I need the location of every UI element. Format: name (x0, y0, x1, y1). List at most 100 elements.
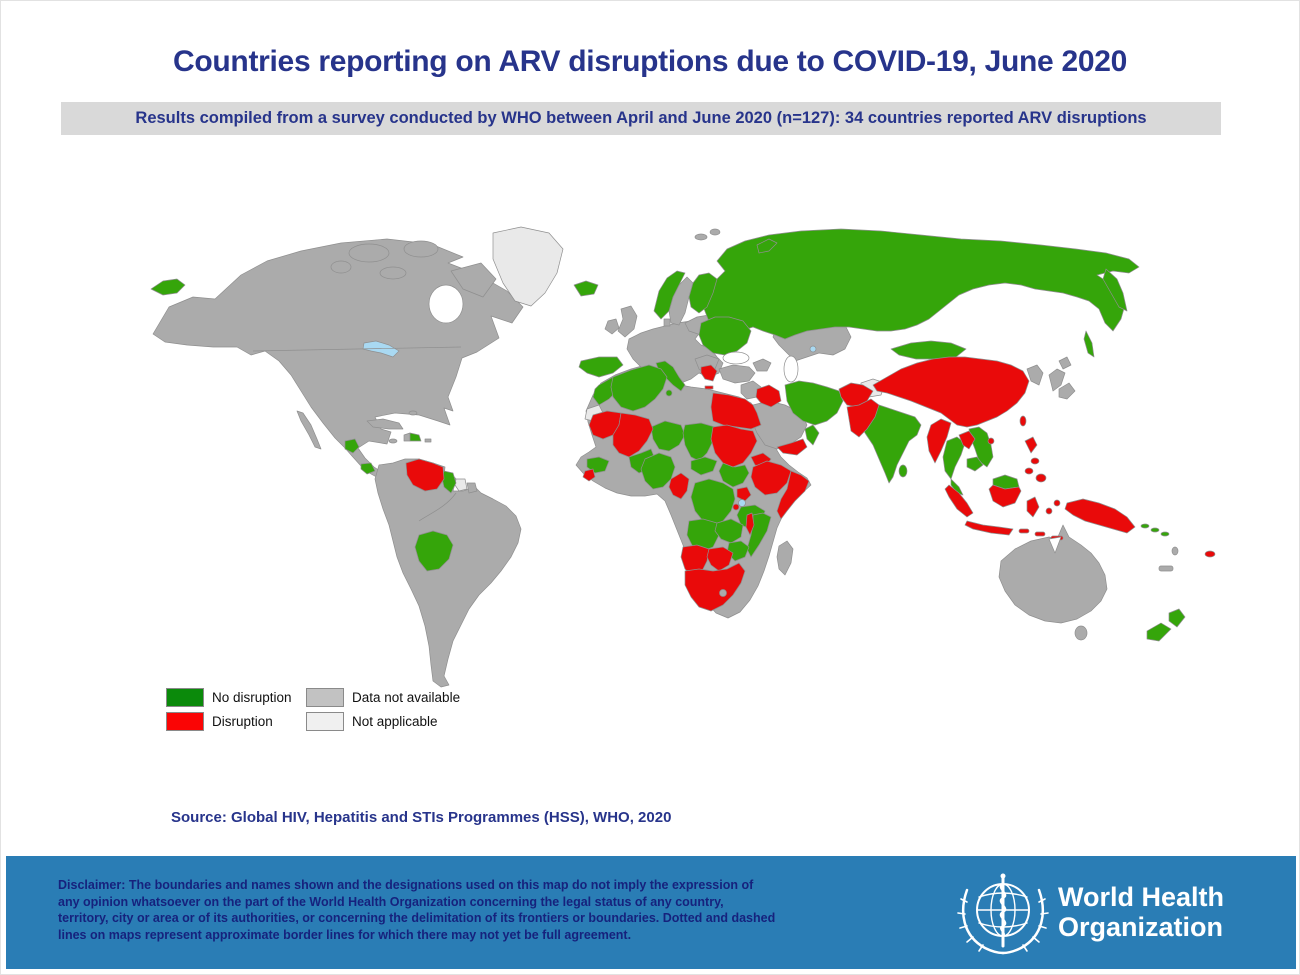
region-arctic-island-1 (348, 243, 390, 263)
region-hainan (987, 437, 995, 445)
disclaimer-line-3: territory, city or area or of its author… (58, 911, 776, 925)
lake-aral (809, 345, 817, 353)
disclaimer-line-4: lines on maps represent approximate bord… (58, 927, 632, 942)
legend-item-not-applicable: Not applicable (306, 712, 438, 731)
region-solomon-2 (1150, 527, 1160, 533)
disclaimer-line-2: any opinion whatsoever on the part of th… (58, 894, 724, 909)
region-puerto-rico (424, 438, 432, 443)
lake-great-lakes (362, 340, 400, 358)
region-kamchatka (1102, 268, 1128, 312)
disclaimer-text: Disclaimer: The boundaries and names sho… (58, 877, 775, 943)
region-uk (617, 305, 638, 338)
region-crete (704, 385, 714, 390)
region-arctic-island-4 (379, 266, 407, 280)
region-myanmar (926, 418, 952, 464)
legend-label-disruption: Disruption (212, 714, 273, 729)
region-sumatra (944, 484, 974, 518)
region-new-zealand-north (1168, 608, 1186, 628)
region-vietnam (968, 426, 994, 468)
region-south-africa (684, 562, 746, 612)
border-us-canada (252, 346, 462, 352)
region-madagascar (776, 540, 794, 576)
region-java (964, 520, 1014, 536)
region-zambia (714, 518, 744, 544)
region-rwanda-burundi (732, 503, 740, 511)
region-denmark (663, 318, 671, 327)
region-venezuela (405, 458, 445, 492)
region-china (872, 356, 1030, 428)
region-solomon-3 (1160, 531, 1170, 537)
region-nigeria (640, 452, 676, 490)
region-egypt (710, 392, 762, 430)
region-vanuatu (1171, 546, 1179, 556)
region-lesser-sunda-2 (1034, 531, 1046, 537)
region-chukotka (150, 278, 186, 296)
who-wordmark-line1: World Health (1058, 882, 1225, 912)
region-mongolia (890, 340, 967, 360)
region-iraq (755, 384, 782, 408)
region-sudan (710, 424, 758, 468)
region-lesser-sunda-1 (1018, 528, 1030, 534)
legend-label-not-applicable: Not applicable (352, 714, 438, 729)
region-central-african-republic (690, 456, 718, 476)
region-korea (1026, 364, 1044, 386)
region-iran (784, 380, 844, 426)
region-suriname (454, 478, 468, 492)
region-india (858, 404, 922, 484)
region-moluccas-2 (1053, 499, 1061, 507)
legend-swatch-no-disruption (166, 688, 204, 707)
region-bolivia (414, 530, 454, 572)
region-japan-south (1058, 382, 1076, 400)
region-cameroon (668, 472, 690, 500)
region-sicily (665, 389, 673, 397)
region-mali (612, 412, 654, 458)
region-french-guiana (466, 482, 478, 494)
region-moluccas-1 (1045, 507, 1053, 515)
region-sulawesi (1026, 496, 1040, 518)
region-philippines-2 (1030, 457, 1040, 465)
region-taiwan (1019, 415, 1027, 427)
region-sakhalin (1083, 330, 1095, 358)
legend-item-no-disruption: No disruption (166, 688, 292, 707)
footer-band: Disclaimer: The boundaries and names sho… (6, 856, 1296, 969)
region-japan-honshu (1048, 368, 1066, 392)
region-philippines-luzon (1024, 436, 1038, 454)
disclaimer-line-1: Disclaimer: The boundaries and names sho… (58, 878, 754, 892)
region-malawi (745, 512, 755, 536)
region-dominican-republic (409, 432, 422, 442)
legend-item-data-not-available: Data not available (306, 688, 460, 707)
region-greece (700, 364, 718, 382)
region-svalbard-1 (694, 233, 708, 241)
region-finland (688, 272, 718, 314)
page-title: Countries reporting on ARV disruptions d… (173, 45, 1127, 78)
region-caucasus (752, 358, 772, 372)
region-philippines-3 (1024, 467, 1034, 475)
region-spain-portugal (578, 356, 624, 378)
region-uganda (736, 486, 752, 502)
region-haiti (403, 432, 411, 442)
legend-swatch-data-not-available (306, 688, 344, 707)
region-turkey (718, 364, 756, 384)
region-guatemala (344, 438, 360, 454)
region-solomon-1 (1140, 523, 1150, 529)
lake-victoria (738, 499, 746, 507)
region-cambodia (966, 456, 984, 472)
region-cuba (366, 418, 404, 430)
region-sierra-leone (582, 468, 596, 482)
region-new-zealand-south (1146, 622, 1172, 642)
region-arctic-island-2 (403, 240, 439, 258)
subtitle-bar: Results compiled from a survey conducted… (61, 102, 1221, 135)
border-brazil-west (418, 492, 457, 522)
region-belarus-ukraine (698, 316, 752, 356)
region-niger (650, 420, 686, 452)
who-emblem-icon (957, 873, 1049, 955)
region-jamaica (388, 438, 398, 444)
region-south-america (374, 458, 522, 688)
region-new-guinea (1064, 498, 1136, 534)
region-fiji (1204, 550, 1216, 558)
legend-label-data-not-available: Data not available (352, 690, 461, 705)
region-south-sudan (718, 462, 750, 488)
region-novaya-zemlya (756, 238, 778, 254)
region-thailand (942, 436, 966, 480)
